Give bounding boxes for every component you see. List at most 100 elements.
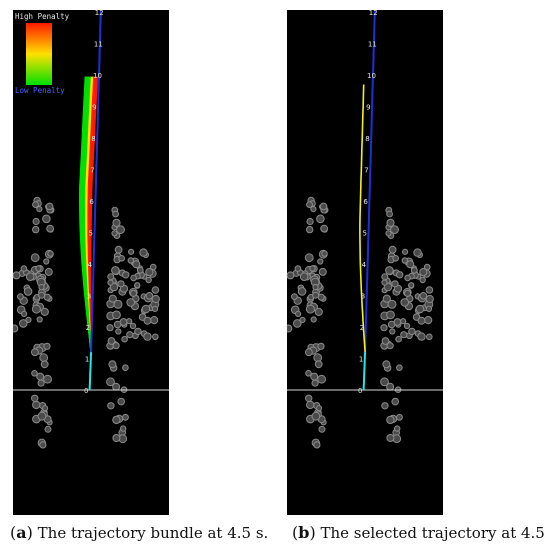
tick-label: 11 [368, 41, 377, 49]
obstacle-point [115, 328, 122, 335]
tick-label: 12 [369, 10, 378, 17]
tick-label: 1 [85, 356, 89, 364]
obstacle-point [19, 319, 28, 328]
obstacle-point [32, 400, 41, 410]
obstacle-point [400, 331, 408, 339]
obstacle-point [122, 364, 129, 372]
obstacle-point [299, 272, 309, 282]
obstacle-point [392, 255, 399, 262]
obstacle-point [111, 266, 120, 275]
bundle-trajectory [79, 76, 92, 353]
obstacle-point [141, 304, 151, 314]
obstacle-point [30, 253, 40, 263]
obstacle-point [39, 353, 49, 363]
obstacle-point [129, 289, 138, 297]
obstacle-point [402, 248, 409, 255]
obstacle-point [299, 316, 306, 323]
legend-color-bar [26, 23, 52, 85]
obstacle-point [43, 342, 51, 350]
obstacle-point [316, 405, 323, 412]
obstacle-point [13, 271, 21, 280]
obstacle-point [38, 291, 46, 299]
obstacle-point [106, 377, 115, 387]
obstacle-point [31, 348, 39, 357]
tick-label: 3 [361, 293, 365, 301]
legend-high-label: High Penalty [15, 12, 70, 21]
obstacle-point [107, 273, 115, 281]
obstacle-point [40, 360, 49, 369]
obstacle-point [425, 286, 434, 294]
obstacle-point [35, 265, 42, 272]
obstacle-point [306, 225, 314, 234]
obstacle-point [386, 310, 395, 320]
obstacle-point [31, 370, 38, 377]
obstacle-point [316, 214, 325, 224]
obstacle-point [385, 230, 392, 237]
obstacle-point [108, 294, 117, 303]
obstacle-point [139, 248, 148, 257]
obstacle-point [403, 322, 411, 330]
obstacle-point [380, 324, 388, 332]
obstacle-point [151, 286, 160, 294]
obstacle-point [404, 274, 411, 282]
obstacle-point [32, 201, 39, 209]
obstacle-point [415, 304, 425, 314]
near-segment [88, 352, 93, 391]
obstacle-point [305, 394, 313, 402]
obstacle-point [305, 348, 313, 357]
tick-label: 0 [358, 387, 362, 395]
obstacle-point [43, 258, 50, 265]
obstacle-point [304, 253, 314, 263]
obstacle-point [310, 372, 319, 381]
legend-low-label: Low Penalty [15, 86, 65, 95]
obstacle-point [425, 294, 434, 304]
obstacle-point [37, 411, 47, 421]
obstacle-point [386, 342, 394, 350]
obstacle-point [314, 307, 323, 316]
obstacle-point [311, 379, 319, 387]
obstacle-point [129, 322, 137, 330]
obstacle-point [393, 318, 402, 326]
obstacle-point [122, 413, 129, 421]
obstacle-point [317, 258, 324, 265]
obstacle-point [43, 374, 52, 384]
trajectory-bundle-panel: 12 11 10 9 8 7 6 5 4 3 2 1 0 High Penalty Low Penalt… [13, 10, 169, 515]
obstacle-point [132, 260, 141, 269]
obstacle-point [37, 379, 45, 387]
obstacle-point [31, 394, 39, 402]
obstacle-point [395, 335, 402, 343]
tick-label: 8 [365, 135, 369, 143]
obstacle-point [413, 248, 422, 257]
obstacle-point [21, 310, 28, 317]
obstacle-point [107, 279, 114, 286]
obstacle-point [386, 434, 395, 442]
obstacle-point [424, 316, 433, 325]
obstacle-points [287, 196, 434, 449]
tick-label: 10 [93, 72, 102, 80]
obstacle-point [408, 282, 415, 289]
obstacle-point [112, 434, 121, 442]
tick-label: 6 [363, 198, 368, 206]
trajectory-bundle [79, 76, 98, 353]
obstacle-point [417, 316, 426, 325]
obstacle-point [419, 292, 428, 300]
obstacle-point [150, 316, 159, 325]
tick-label: 10 [367, 72, 376, 80]
obstacle-point [127, 257, 135, 264]
caption-b: (b) The selected trajectory at 4.5 s. [292, 523, 545, 542]
obstacle-point [32, 225, 40, 234]
obstacle-point [117, 280, 125, 288]
tick-label: 9 [92, 104, 96, 112]
tick-label: 4 [362, 261, 367, 269]
obstacle-point [317, 342, 325, 350]
obstacle-point [318, 267, 327, 276]
obstacle-point [306, 217, 314, 226]
obstacle-point [382, 294, 391, 303]
obstacle-point [388, 245, 397, 254]
obstacle-point [394, 425, 401, 432]
obstacle-point [42, 405, 49, 412]
caption-b-letter: b [298, 523, 310, 542]
obstacle-point [400, 298, 409, 307]
